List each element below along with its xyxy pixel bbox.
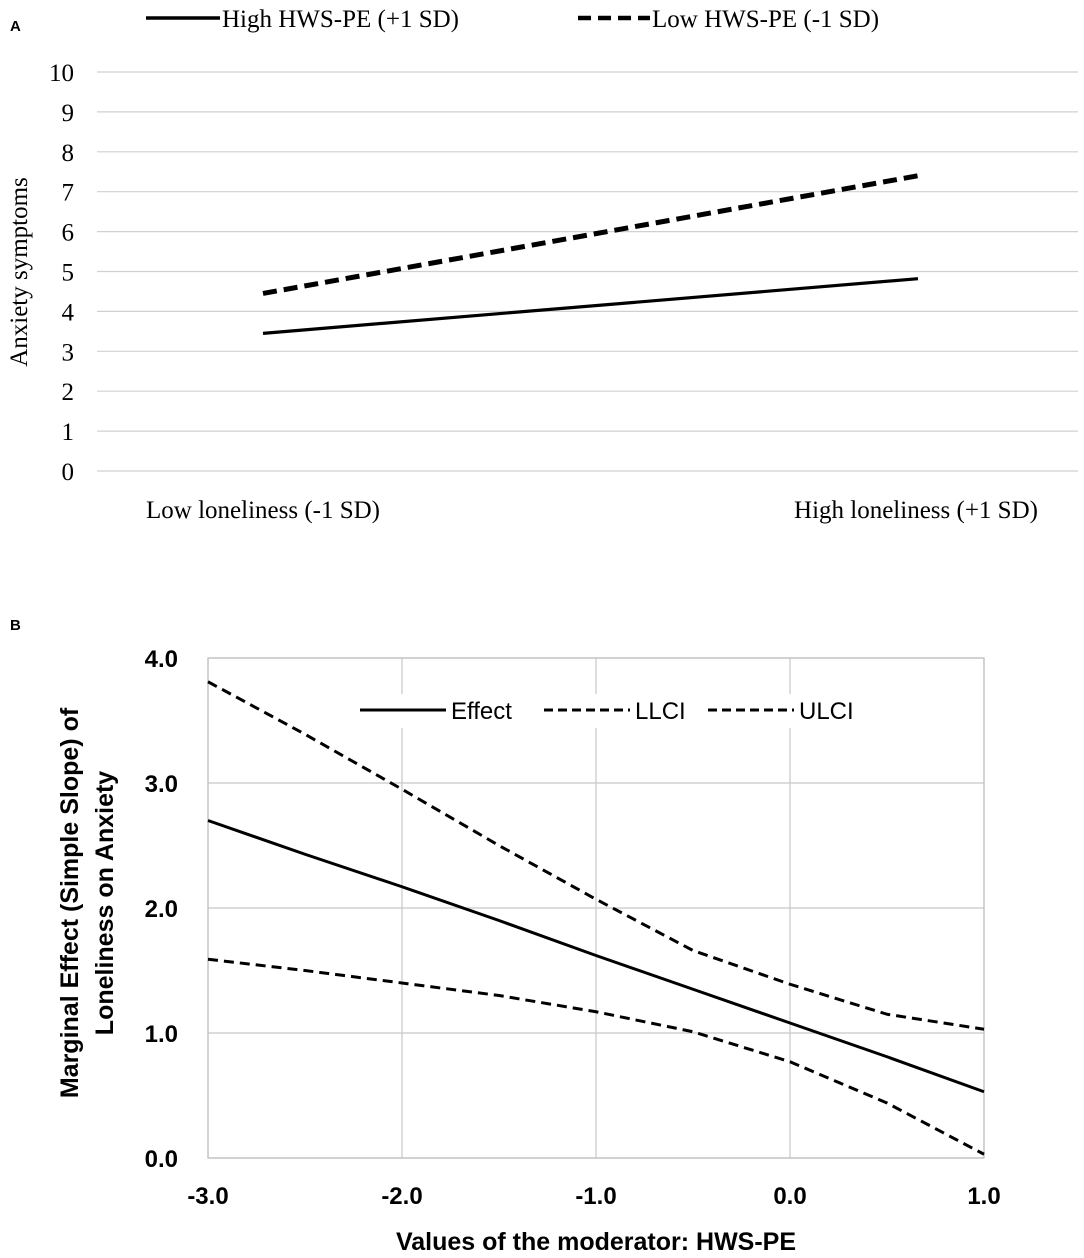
legend-high-hws-label: High HWS-PE (+1 SD): [222, 6, 459, 33]
panel-b-y-axis-label-line1: Marginal Effect (Simple Slope) of: [56, 707, 84, 1098]
panel-a-y-tick-label: 6: [62, 220, 75, 247]
panel-b-x-ticks: -3.0 -2.0 -1.0 0.0 1.0: [187, 1183, 1000, 1210]
panel-a-label: A: [10, 18, 21, 35]
panel-a-y-tick-label: 7: [62, 180, 75, 207]
panel-b-legend: Effect LLCI ULCI: [356, 694, 866, 728]
panel-a-x-tick-high-loneliness: High loneliness (+1 SD): [794, 497, 1038, 524]
panel-a-gridlines: [97, 71, 1078, 472]
legend-low-hws-label: Low HWS-PE (-1 SD): [652, 6, 879, 33]
panel-a-y-tick-label: 8: [62, 140, 75, 167]
legend-effect-label: Effect: [451, 698, 512, 725]
panel-b-label: B: [10, 617, 21, 634]
series-ulci-line: [207, 680, 985, 1031]
panel-b-y-tick-label: 0.0: [145, 1146, 178, 1173]
panel-a-y-tick-label: 5: [62, 260, 75, 287]
panel-a-y-tick-label: 4: [62, 299, 75, 326]
panel-a-y-tick-label: 1: [62, 419, 75, 446]
panel-b-y-tick-label: 2.0: [145, 896, 178, 923]
series-low-hws-pe-line: [262, 173, 919, 296]
panel-b-gridlines: [207, 657, 985, 1159]
panel-b-x-tick-label: 1.0: [967, 1183, 1000, 1210]
panel-b-x-tick-label: -3.0: [187, 1183, 228, 1210]
series-llci-line: [207, 957, 985, 1156]
panel-b-y-axis-label-line2: Loneliness on Anxiety: [91, 771, 119, 1036]
panel-b-x-tick-label: -2.0: [381, 1183, 422, 1210]
panel-b-x-tick-label: -1.0: [575, 1183, 616, 1210]
panel-a-y-tick-label: 0: [62, 459, 75, 486]
panel-a-legend: High HWS-PE (+1 SD) Low HWS-PE (-1 SD): [146, 6, 879, 33]
panel-b-y-tick-label: 3.0: [145, 771, 178, 798]
series-effect-line: [207, 819, 985, 1094]
panel-b-y-tick-label: 1.0: [145, 1021, 178, 1048]
panel-a-y-tick-label: 10: [49, 60, 74, 87]
panel-b-y-tick-label: 4.0: [145, 646, 178, 673]
panel-a-y-tick-label: 9: [62, 100, 75, 127]
panel-a: A High HWS-PE (+1 SD) Low HWS-PE (-1 SD)…: [6, 6, 1078, 524]
panel-a-x-tick-low-loneliness: Low loneliness (-1 SD): [146, 497, 380, 524]
panel-a-y-tick-label: 2: [62, 379, 75, 406]
panel-a-y-tick-label: 3: [62, 339, 75, 366]
panel-b-x-tick-label: 0.0: [773, 1183, 806, 1210]
panel-b-plot-border: [207, 657, 985, 1159]
panel-b-x-axis-label: Values of the moderator: HWS-PE: [396, 1228, 796, 1256]
legend-ulci-label: ULCI: [799, 698, 854, 725]
panel-a-y-axis-label: Anxiety symptoms: [6, 177, 33, 367]
panel-a-series: [262, 173, 919, 335]
series-high-hws-pe-line: [262, 277, 919, 335]
panel-b-series: [207, 680, 985, 1156]
panel-b-y-ticks: 0.0 1.0 2.0 3.0 4.0: [145, 646, 178, 1173]
panel-a-y-ticks: 0 1 2 3 4 5 6 7 8 9 10: [49, 60, 75, 486]
legend-llci-label: LLCI: [635, 698, 686, 725]
panel-b: B 0.0 1.0 2.0 3.0 4.0 -3.0 -2.0 -1.0 0.0 1.0 Eff…: [10, 617, 1001, 1256]
